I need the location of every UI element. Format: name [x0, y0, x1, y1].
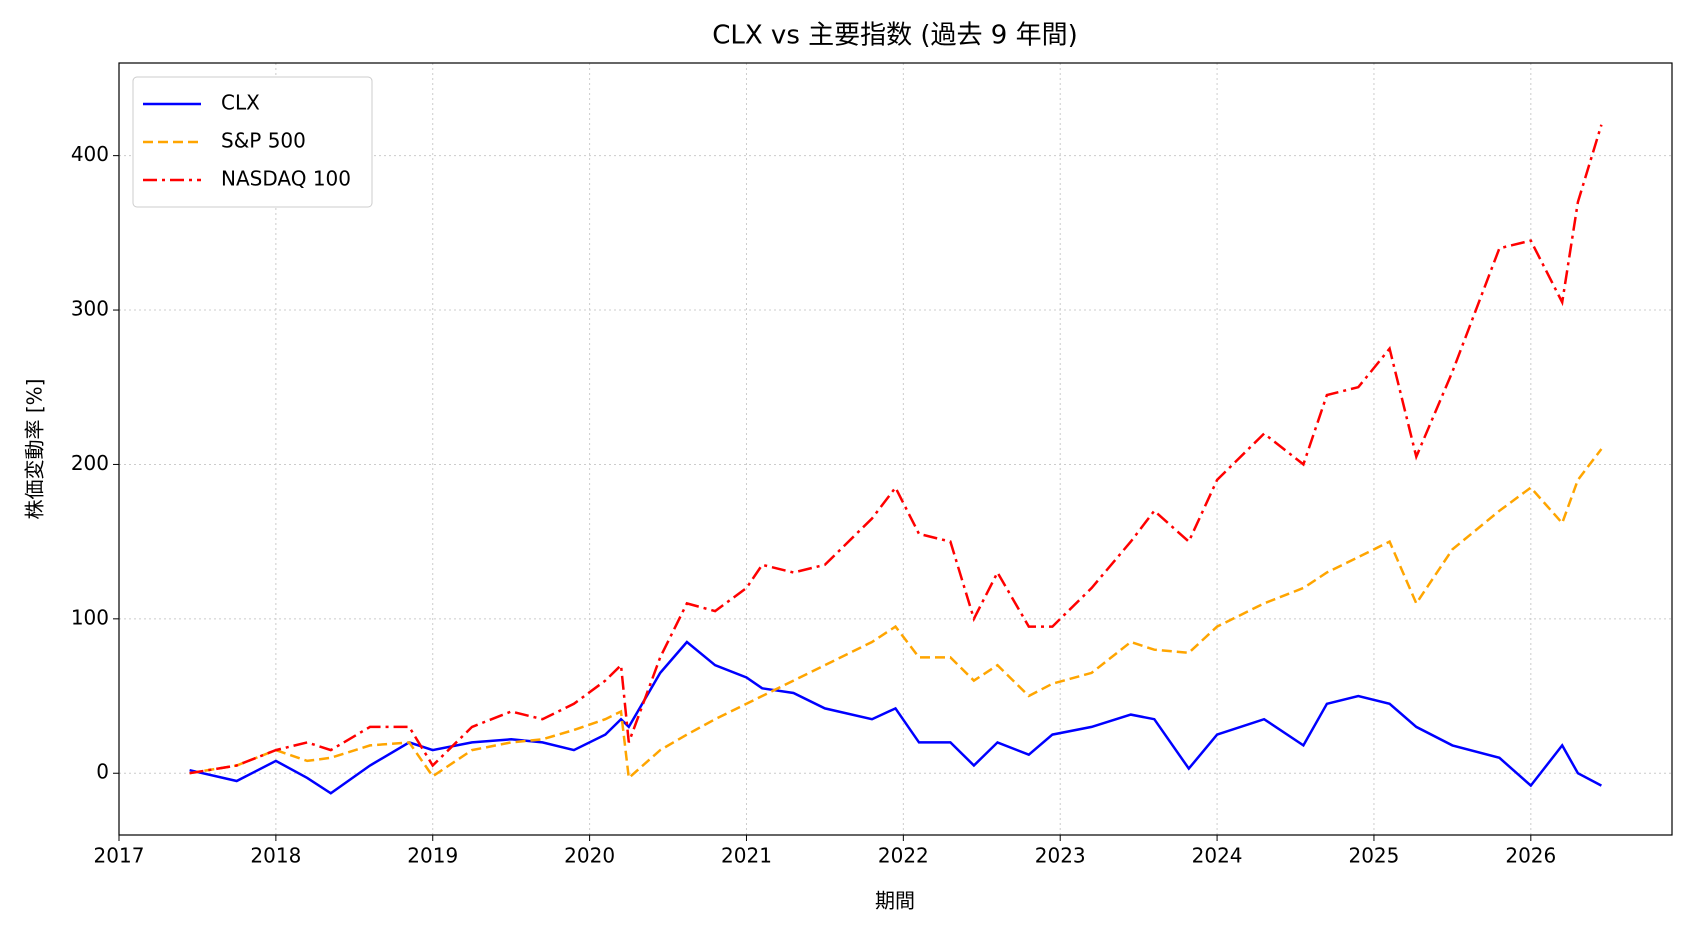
x-tick-label: 2025 — [1348, 844, 1399, 868]
x-tick-label: 2023 — [1035, 844, 1086, 868]
x-axis-label: 期間 — [875, 889, 915, 913]
x-tick-label: 2018 — [250, 844, 301, 868]
x-tick-label: 2022 — [878, 844, 929, 868]
x-tick-label: 2020 — [564, 844, 615, 868]
y-tick-label: 400 — [71, 142, 109, 166]
legend-label: NASDAQ 100 — [221, 167, 351, 191]
plot-frame — [118, 62, 1673, 836]
series-line — [189, 640, 1602, 795]
y-tick-label: 100 — [71, 605, 109, 629]
series-line — [189, 448, 1603, 781]
legend-label: S&P 500 — [221, 129, 306, 153]
x-tick-label: 2026 — [1505, 844, 1556, 868]
x-tick-label: 2024 — [1192, 844, 1243, 868]
y-tick-label: 300 — [71, 297, 109, 321]
legend-box — [132, 76, 373, 208]
x-tick-label: 2017 — [94, 844, 145, 868]
x-tick-label: 2019 — [407, 844, 458, 868]
series-line — [189, 124, 1603, 775]
y-tick-label: 200 — [71, 451, 109, 475]
y-tick-label: 0 — [96, 760, 109, 784]
chart-title: CLX vs 主要指数 (過去 9 年間) — [712, 21, 1078, 51]
y-axis-label: 株価変動率 [%] — [23, 379, 47, 520]
legend-label: CLX — [221, 91, 260, 115]
x-tick-label: 2021 — [721, 844, 772, 868]
